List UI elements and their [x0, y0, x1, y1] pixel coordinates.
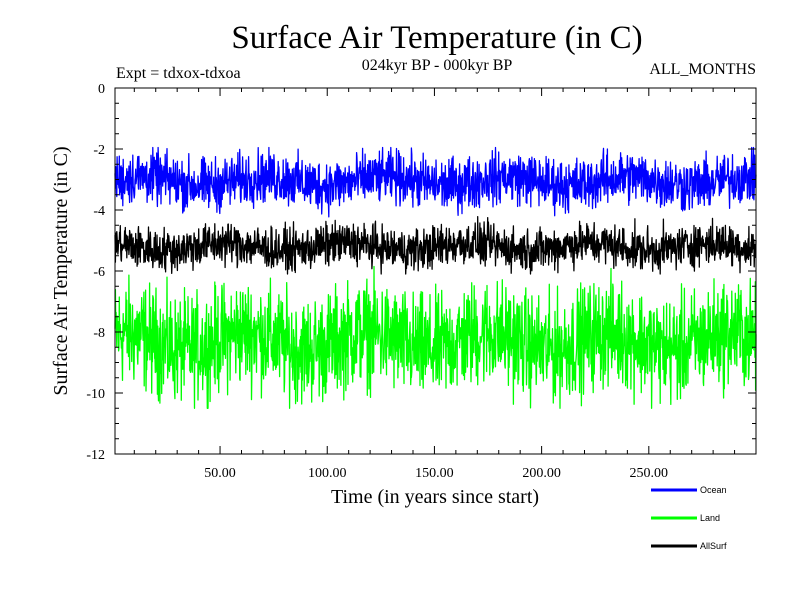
y-tick-label: -4 [93, 204, 105, 219]
y-tick-label: -12 [86, 448, 105, 463]
series-line-allsurf [114, 215, 757, 275]
x-axis-ticks: 50.00 100.00 150.00 200.00 250.00 [133, 88, 736, 481]
legend-label-land: Land [700, 513, 720, 523]
x-tick-label: 150.00 [415, 466, 454, 481]
legend-label-ocean: Ocean [700, 485, 727, 495]
y-tick-label: -2 [93, 143, 105, 158]
y-tick-label: -10 [86, 387, 105, 402]
chart-subtitle: 024kyr BP - 000kyr BP [362, 57, 513, 74]
y-axis-ticks: 0 -2 -4 -6 -8 -10 -12 [86, 82, 756, 463]
y-tick-label: -8 [93, 326, 105, 341]
x-tick-label: 200.00 [522, 466, 561, 481]
legend: Ocean Land AllSurf [651, 485, 727, 551]
x-axis-label: Time (in years since start) [331, 486, 539, 508]
legend-label-allsurf: AllSurf [700, 541, 727, 551]
series-line-ocean [114, 146, 757, 218]
x-tick-label: 250.00 [630, 466, 669, 481]
experiment-label: Expt = tdxox-tdxoa [116, 65, 241, 82]
x-tick-label: 100.00 [308, 466, 347, 481]
series-line-land [114, 265, 757, 409]
chart-title: Surface Air Temperature (in C) [231, 20, 642, 56]
y-tick-label: -6 [93, 265, 105, 280]
period-label: ALL_MONTHS [649, 61, 756, 78]
y-axis-label: Surface Air Temperature (in C) [50, 146, 72, 395]
x-tick-label: 50.00 [204, 466, 236, 481]
y-tick-label: 0 [98, 82, 105, 97]
series-layer [114, 146, 757, 409]
